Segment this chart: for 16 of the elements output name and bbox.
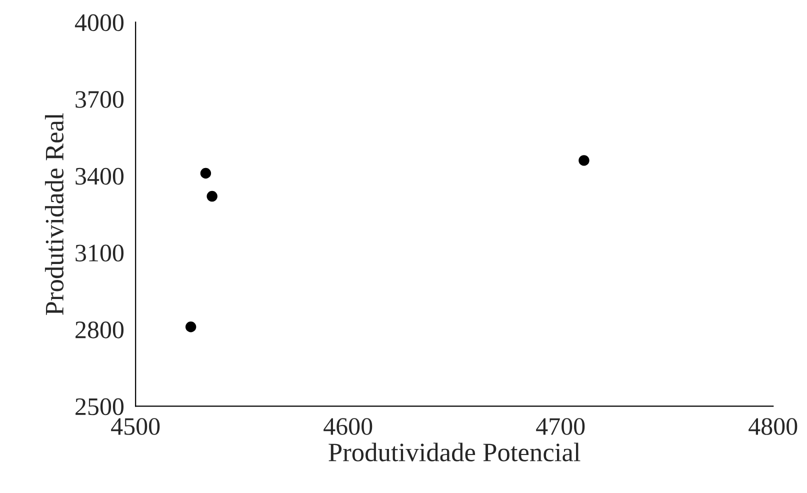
point	[578, 155, 590, 166]
x-axis-title: Produtividade Potencial	[328, 442, 580, 462]
point	[200, 168, 212, 179]
y-tick-label: 3400	[76, 168, 124, 185]
y-axis-title: Produtividade Real	[44, 113, 64, 315]
y-tick-label: 3100	[76, 244, 124, 262]
point	[185, 322, 196, 332]
x-tick-label: 4600	[324, 418, 372, 435]
y-tick-label: 4000	[74, 14, 124, 32]
x-tick-label: 4700	[536, 418, 585, 435]
x-tick-label: 4800	[748, 418, 798, 435]
x-tick-label: 4500	[111, 418, 160, 435]
y-tick-label: 3700	[76, 91, 124, 108]
y-tick-label: 2500	[76, 398, 124, 416]
point	[206, 190, 218, 202]
y-tick-label: 2800	[76, 321, 124, 338]
